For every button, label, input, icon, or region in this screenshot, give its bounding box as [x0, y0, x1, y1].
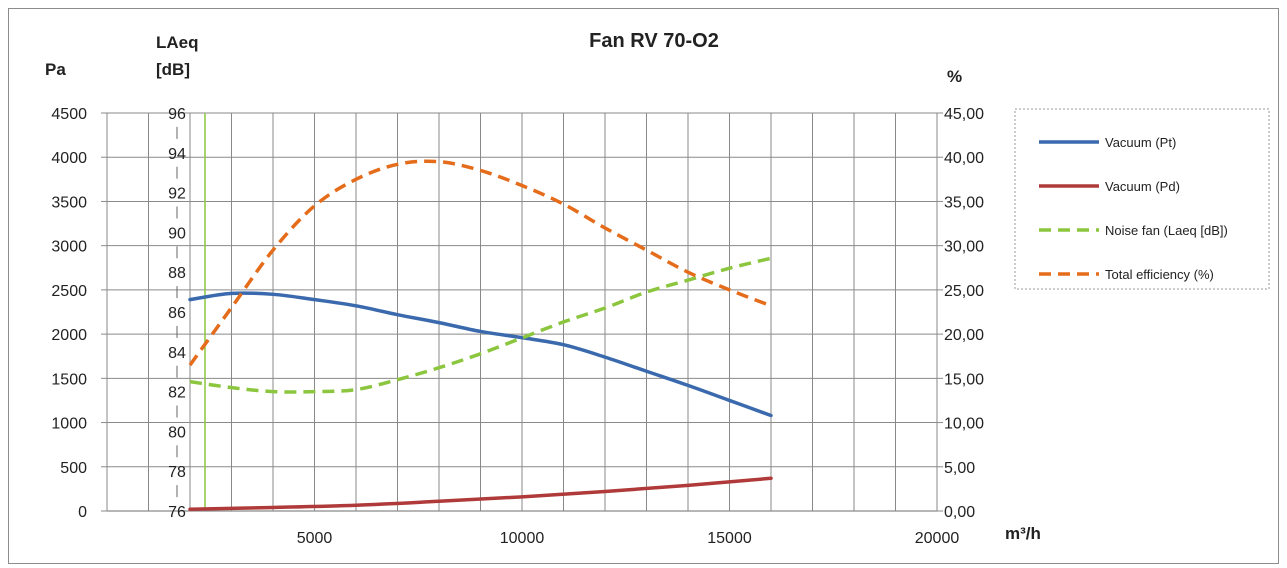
pct-tick-label: 30,00	[944, 239, 984, 256]
legend-label-noise-fan-laeq-db: Noise fan (Laeq [dB])	[1105, 223, 1228, 238]
pct-tick-label: 45,00	[944, 106, 984, 123]
pct-tick-label: 35,00	[944, 194, 984, 211]
pct-tick-label: 40,00	[944, 150, 984, 167]
pct-tick-label: 10,00	[944, 416, 984, 433]
x-axis-unit-label: m³/h	[1005, 524, 1041, 543]
laeq-tick-label: 86	[168, 305, 186, 322]
laeq-axis-label-line2: [dB]	[156, 60, 190, 79]
laeq-tick-label: 92	[168, 186, 186, 203]
laeq-tick-label: 94	[168, 146, 186, 163]
pct-tick-label: 15,00	[944, 371, 984, 388]
axes-layer: 0 500 1000 1500 2000 2500 3000 3500 4000 4500 76 78…	[51, 106, 984, 547]
grid-layer	[107, 112, 938, 512]
x-tick-label: 20000	[915, 530, 960, 547]
pct-tick-label: 20,00	[944, 327, 984, 344]
pa-tick-label: 3500	[51, 194, 87, 211]
pa-tick-label: 2000	[51, 327, 87, 344]
legend-frame	[1014, 108, 1270, 290]
series-line-total-efficiency	[188, 159, 772, 367]
pct-tick-label: 25,00	[944, 283, 984, 300]
laeq-tick-label: 78	[168, 464, 186, 481]
laeq-axis-label-line1: LAeq	[156, 33, 199, 52]
legend-label-total-efficiency: Total efficiency (%)	[1105, 267, 1214, 282]
series-line-vacuum-pt	[188, 291, 773, 418]
laeq-tick-label: 84	[168, 345, 186, 362]
laeq-tick-label: 90	[168, 225, 186, 242]
pa-axis-label: Pa	[45, 60, 66, 79]
pct-axis-label: %	[947, 67, 962, 86]
pct-tick-label: 5,00	[944, 460, 975, 477]
pa-tick-label: 0	[78, 504, 87, 521]
laeq-tick-label: 80	[168, 424, 186, 441]
series-line-noise-fan-laeq-db	[189, 256, 772, 394]
laeq-tick-label: 82	[168, 385, 186, 402]
pa-tick-label: 4500	[51, 106, 87, 123]
pa-tick-label: 4000	[51, 150, 87, 167]
chart-frame: Fan RV 70-O2 Pa LAeq [dB] % m³/h 0 500 100…	[8, 8, 1279, 564]
chart-title: Fan RV 70-O2	[589, 30, 719, 52]
legend: Vacuum (Pt) Vacuum (Pd) Noise fan (Laeq [d…	[1014, 108, 1270, 290]
laeq-tick-label: 76	[168, 504, 186, 521]
chart-svg: Fan RV 70-O2 Pa LAeq [dB] % m³/h 0 500 100…	[45, 30, 1270, 547]
pa-tick-label: 1500	[51, 371, 87, 388]
series-layer	[188, 159, 773, 511]
laeq-tick-label: 96	[168, 106, 186, 123]
series-line-vacuum-pd	[188, 476, 773, 511]
x-tick-label: 5000	[297, 530, 333, 547]
pa-tick-label: 500	[60, 460, 87, 477]
pa-tick-label: 3000	[51, 239, 87, 256]
legend-label-vacuum-pd: Vacuum (Pd)	[1105, 179, 1180, 194]
pa-tick-label: 2500	[51, 283, 87, 300]
pct-tick-label: 0,00	[944, 504, 975, 521]
x-tick-label: 10000	[500, 530, 545, 547]
legend-label-vacuum-pt: Vacuum (Pt)	[1105, 135, 1176, 150]
x-tick-label: 15000	[707, 530, 752, 547]
laeq-tick-label: 88	[168, 265, 186, 282]
pa-tick-label: 1000	[51, 416, 87, 433]
